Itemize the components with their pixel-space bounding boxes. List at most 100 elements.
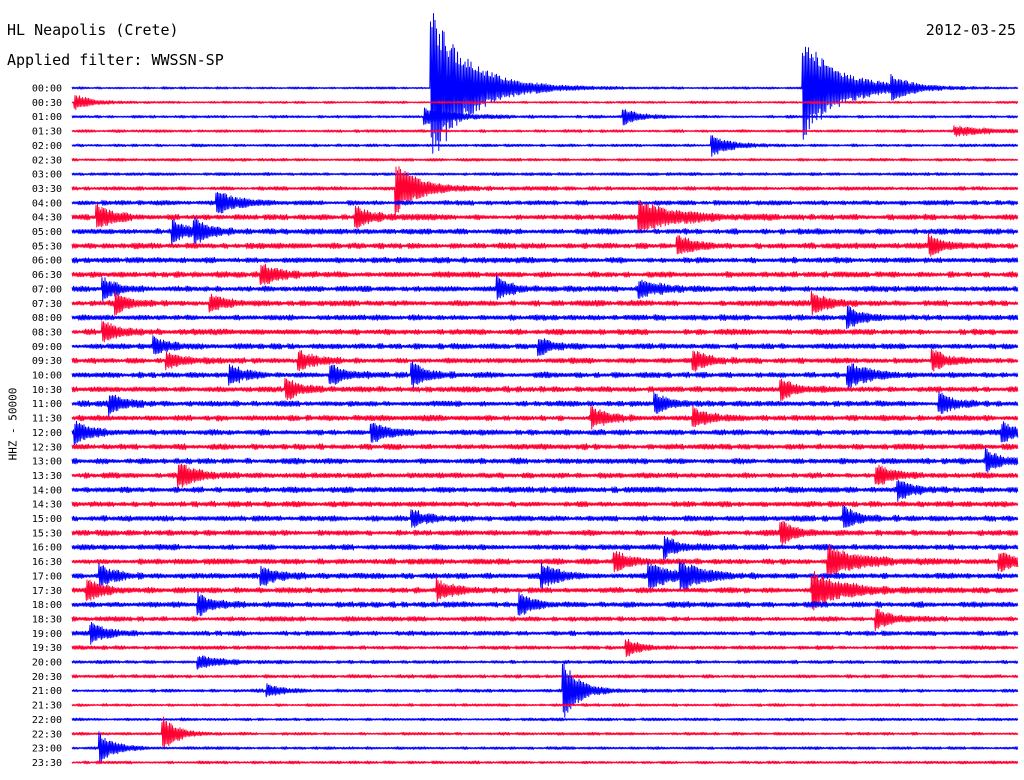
row-time-label: 14:30 — [32, 500, 62, 511]
seismogram-trace — [71, 561, 1019, 590]
row-time-label: 02:30 — [32, 155, 62, 166]
seismogram-trace — [71, 166, 1019, 217]
seismogram-trace — [71, 263, 1019, 285]
row-time-label: 23:30 — [32, 758, 62, 769]
seismogram-trace — [71, 760, 1019, 765]
seismogram-trace — [71, 621, 1019, 645]
seismogram-trace — [71, 172, 1019, 177]
row-time-label: 18:30 — [32, 614, 62, 625]
row-time-label: 07:30 — [32, 299, 62, 310]
seismogram-trace — [71, 95, 1019, 110]
row-time-label: 11:00 — [32, 399, 62, 410]
seismogram-trace — [71, 731, 1019, 763]
seismogram-trace — [71, 290, 1019, 316]
row-time-label: 10:00 — [32, 371, 62, 382]
seismogram-trace — [71, 655, 1019, 670]
row-time-label: 22:00 — [32, 715, 62, 726]
row-time-label: 22:30 — [32, 729, 62, 740]
seismogram-trace — [71, 404, 1019, 430]
row-time-label: 14:00 — [32, 485, 62, 496]
row-time-label: 08:30 — [32, 327, 62, 338]
seismogram-trace — [71, 335, 1019, 357]
row-time-label: 12:30 — [32, 442, 62, 453]
seismogram-trace — [71, 135, 1019, 157]
seismogram-trace — [71, 217, 1019, 245]
date-label: 2012-03-25 — [925, 21, 1016, 39]
seismogram-trace — [71, 717, 1019, 722]
row-time-label: 01:30 — [32, 127, 62, 138]
seismogram-trace — [71, 275, 1019, 302]
row-time-label: 09:30 — [32, 356, 62, 367]
row-time-label: 04:00 — [32, 198, 62, 209]
seismogram-trace — [71, 674, 1019, 679]
row-time-label: 18:00 — [32, 600, 62, 611]
seismogram-trace — [71, 361, 1019, 389]
row-time-label: 01:00 — [32, 112, 62, 123]
seismogram-trace — [71, 520, 1019, 546]
row-time-label: 21:30 — [32, 701, 62, 712]
row-time-label: 16:00 — [32, 543, 62, 554]
row-time-label: 21:00 — [32, 686, 62, 697]
row-time-label: 20:30 — [32, 672, 62, 683]
row-time-label: 15:00 — [32, 514, 62, 525]
seismogram-trace — [71, 662, 1019, 718]
row-time-label: 06:30 — [32, 270, 62, 281]
row-time-label: 23:00 — [32, 744, 62, 755]
row-time-label: 06:00 — [32, 256, 62, 267]
seismogram-trace — [71, 608, 1019, 632]
row-time-label: 17:00 — [32, 571, 62, 582]
seismogram-trace — [71, 571, 1019, 611]
row-time-label: 12:00 — [32, 428, 62, 439]
row-time-label: 03:00 — [32, 170, 62, 181]
seismogram-trace — [71, 703, 1019, 707]
row-time-label: 05:00 — [32, 227, 62, 238]
seismogram-trace — [71, 232, 1019, 257]
row-time-label: 04:30 — [32, 213, 62, 224]
seismogram-trace — [71, 377, 1019, 401]
row-time-label: 08:00 — [32, 313, 62, 324]
seismogram-trace — [71, 443, 1019, 451]
row-time-label: 15:30 — [32, 528, 62, 539]
seismogram-trace — [71, 447, 1019, 473]
row-time-label: 20:00 — [32, 658, 62, 669]
seismogram-trace — [71, 535, 1019, 560]
seismogram-trace — [71, 463, 1019, 489]
seismogram-trace — [71, 505, 1019, 528]
row-time-label: 02:00 — [32, 141, 62, 152]
seismogram-trace — [71, 13, 1019, 154]
seismogram-trace — [71, 716, 1019, 750]
row-time-label: 19:00 — [32, 629, 62, 640]
seismogram-trace — [71, 348, 1019, 372]
row-time-label: 17:30 — [32, 586, 62, 597]
row-time-label: 11:30 — [32, 414, 62, 425]
seismogram-trace — [71, 125, 1019, 137]
row-time-label: 00:30 — [32, 98, 62, 109]
station-title: HL Neapolis (Crete) — [7, 21, 179, 39]
seismogram-trace — [71, 192, 1019, 214]
seismogram-trace — [71, 256, 1019, 264]
seismogram-trace — [71, 500, 1019, 508]
seismogram-trace — [71, 420, 1019, 446]
row-time-label: 00:00 — [32, 84, 62, 95]
seismogram-trace — [71, 107, 1019, 126]
seismogram-trace — [71, 638, 1019, 657]
row-time-label: 05:30 — [32, 241, 62, 252]
seismogram-trace — [71, 157, 1019, 162]
row-time-label: 13:30 — [32, 471, 62, 482]
seismogram-trace — [71, 392, 1019, 417]
seismogram-trace — [71, 480, 1019, 502]
row-time-label: 07:00 — [32, 284, 62, 295]
seismogram-trace — [71, 591, 1019, 617]
seismogram-trace — [71, 321, 1019, 343]
row-time-label: 09:00 — [32, 342, 62, 353]
row-time-label: 13:00 — [32, 457, 62, 468]
seismogram-trace — [71, 305, 1019, 330]
seismogram-trace — [71, 200, 1019, 234]
row-time-label: 16:30 — [32, 557, 62, 568]
row-time-label: 10:30 — [32, 385, 62, 396]
row-time-label: 03:30 — [32, 184, 62, 195]
filter-label: Applied filter: WWSSN-SP — [7, 51, 224, 69]
row-time-label: 19:30 — [32, 643, 62, 654]
seismogram-trace — [71, 543, 1019, 578]
